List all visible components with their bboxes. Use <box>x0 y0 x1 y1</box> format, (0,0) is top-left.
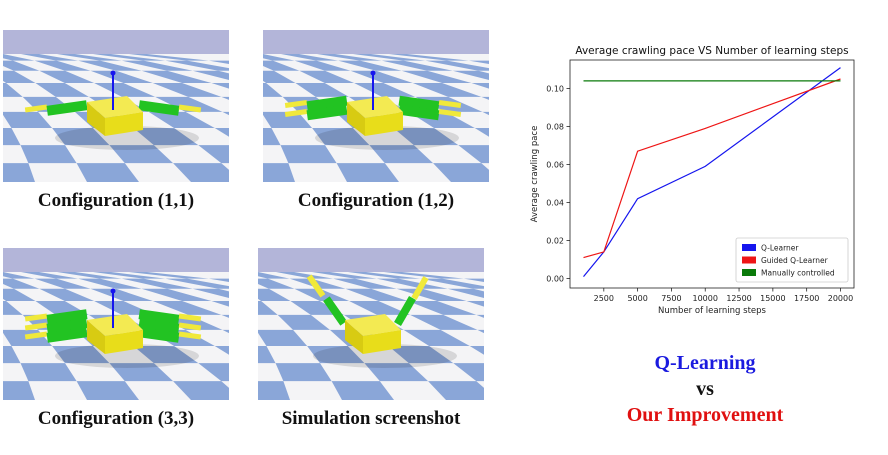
leg-right <box>394 296 416 326</box>
legend-label: Q-Learner <box>761 244 799 253</box>
caption-simulation-screenshot: Simulation screenshot <box>281 408 461 429</box>
x-tick-label: 12500 <box>726 294 751 303</box>
caption-config-3-3: Configuration (3,3) <box>37 408 195 429</box>
robot-body-top <box>87 96 143 118</box>
robot-shadow <box>55 344 199 368</box>
robot-body-front <box>363 330 401 354</box>
robot-body-front <box>365 112 403 136</box>
legend-swatch <box>742 244 756 251</box>
leg-tip-right <box>438 99 462 109</box>
sim-panel-config-1-2 <box>263 30 489 182</box>
leg-right <box>398 104 440 121</box>
sim-panel-config-3-3 <box>3 248 229 400</box>
leg-tip-right <box>178 331 202 340</box>
leg-left <box>306 95 348 112</box>
x-tick-label: 15000 <box>760 294 785 303</box>
x-axis-label: Number of learning steps <box>658 306 767 315</box>
leg-tip-left <box>24 322 48 331</box>
robot-shadow <box>315 126 459 150</box>
leg-left <box>46 327 88 343</box>
chart-legend: Q-Learner Guided Q-Learner Manually contro… <box>735 237 849 283</box>
comparison-vs: vs <box>696 378 714 400</box>
robot-scene-image <box>3 248 229 400</box>
leg-left <box>306 104 348 121</box>
robot-body-side <box>345 320 363 354</box>
leg-tip-left <box>284 99 308 109</box>
leg-right <box>138 100 180 116</box>
series-line-q-learner <box>583 67 841 277</box>
robot-shadow <box>313 344 457 368</box>
x-tick-label: 10000 <box>693 294 718 303</box>
robot-body-front <box>105 112 143 136</box>
leg-tip-left <box>24 313 48 322</box>
legend-box <box>735 237 849 283</box>
comparison-q-learning: Q-Learning <box>654 352 756 374</box>
checkerboard <box>3 272 229 400</box>
robot-body-front <box>105 330 143 354</box>
leg-tip-right <box>178 313 202 322</box>
caption-config-1-2: Configuration (1,2) <box>297 190 455 211</box>
leg-tip-right <box>438 108 462 118</box>
leg-tip-left <box>24 331 48 340</box>
chart-title: Average crawling pace VS Number of learn… <box>575 45 848 57</box>
leg-tip-right <box>178 322 202 331</box>
sim-panel-screenshot <box>258 248 484 400</box>
leg-left <box>46 100 88 116</box>
leg-right <box>138 318 180 334</box>
sky <box>263 30 489 56</box>
robot-body-top <box>87 314 143 336</box>
comparison-our-improvement: Our Improvement <box>626 404 784 426</box>
robot-body-side <box>87 102 105 136</box>
legend-label: Manually controlled <box>761 269 835 278</box>
y-tick-label: 0.08 <box>546 123 564 132</box>
sky <box>258 248 484 274</box>
robot-scene-image <box>3 30 229 182</box>
leg-right <box>138 327 180 343</box>
x-tick-label: 7500 <box>661 294 681 303</box>
leg-tip-right <box>411 276 429 300</box>
legend-label: Guided Q-Learner <box>761 256 829 265</box>
x-tick-label: 20000 <box>828 294 853 303</box>
robot-scene-image <box>258 248 484 400</box>
x-tick-label: 2500 <box>594 294 614 303</box>
caption-config-1-1: Configuration (1,1) <box>37 190 195 211</box>
leg-left <box>46 318 88 334</box>
leg-tip-right <box>178 104 202 113</box>
legend-swatch <box>742 269 756 276</box>
series-line-guided-q-learner <box>583 78 841 259</box>
robot-scene-image <box>263 30 489 182</box>
robot-body-top <box>347 96 403 118</box>
axis-marker-tip <box>370 70 376 76</box>
robot-body-side <box>347 102 365 136</box>
robot-shadow <box>55 126 199 150</box>
y-tick-label: 0.04 <box>546 199 564 208</box>
leg-left <box>46 309 88 325</box>
y-tick-label: 0.10 <box>546 85 564 94</box>
sky <box>3 248 229 274</box>
y-tick-label: 0.02 <box>546 237 564 246</box>
leg-right <box>138 309 180 325</box>
axis-marker-tip <box>110 70 116 76</box>
sim-panel-config-1-1 <box>3 30 229 182</box>
crawling-pace-chart: Average crawling pace VS Number of learn… <box>530 45 855 315</box>
y-tick-label: 0.00 <box>546 275 564 284</box>
axis-marker-tip <box>110 288 116 294</box>
checkerboard <box>3 54 229 182</box>
plot-frame <box>569 59 855 289</box>
y-axis-label: Average crawling pace <box>530 126 540 223</box>
robot-body-top <box>345 314 401 336</box>
checkerboard <box>258 272 484 400</box>
x-tick-label: 5000 <box>627 294 647 303</box>
leg-right <box>398 95 440 112</box>
leg-tip-left <box>306 274 326 298</box>
robot-body-side <box>87 320 105 354</box>
leg-tip-left <box>284 108 308 118</box>
sky <box>3 30 229 56</box>
y-tick-label: 0.06 <box>546 161 564 170</box>
legend-swatch <box>742 256 756 264</box>
x-tick-label: 17500 <box>794 294 819 303</box>
leg-left <box>323 296 347 326</box>
leg-tip-left <box>24 104 48 113</box>
